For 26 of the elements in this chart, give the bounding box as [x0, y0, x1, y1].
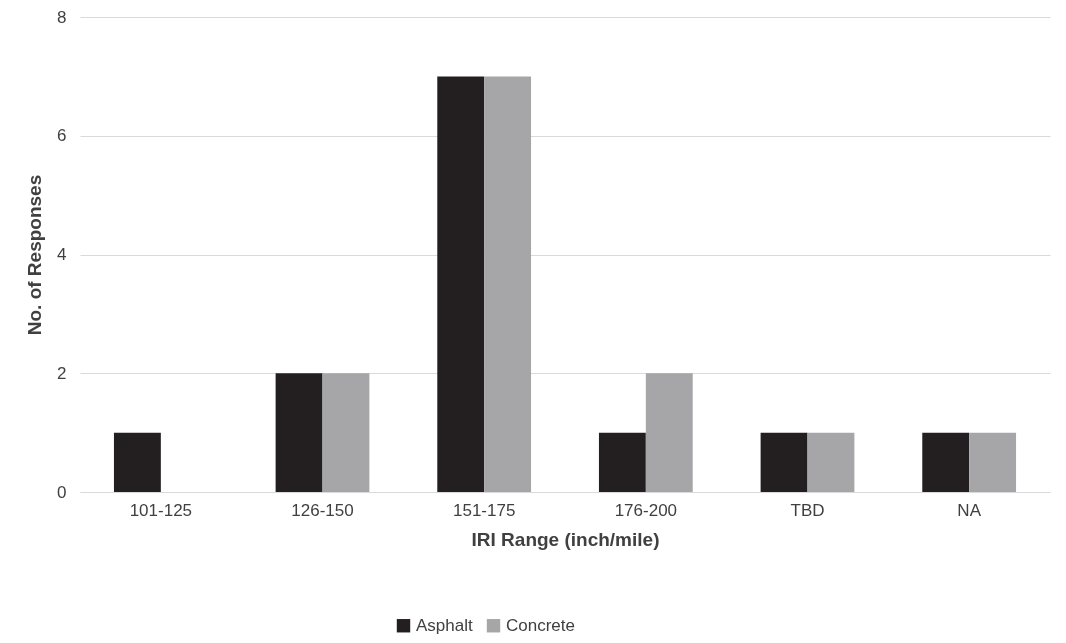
bar [760, 432, 808, 492]
x-axis-title: IRI Range (inch/mile) [471, 528, 660, 550]
bar [322, 373, 370, 492]
x-tick-label: NA [957, 500, 982, 520]
bar [275, 373, 323, 492]
bar [645, 373, 693, 492]
bar [113, 432, 161, 492]
bar [437, 76, 485, 492]
bar [922, 432, 970, 492]
x-tick-label: TBD [790, 500, 825, 520]
bar [807, 432, 855, 492]
legend-label: Concrete [506, 615, 575, 635]
bar [484, 76, 532, 492]
x-tick-label: 176-200 [614, 500, 678, 520]
y-tick-label: 8 [57, 7, 67, 27]
legend-label: Asphalt [416, 615, 473, 635]
bar [598, 432, 646, 492]
x-tick-label: 126-150 [291, 500, 354, 520]
x-tick-label: 151-175 [452, 500, 516, 520]
y-tick-label: 4 [57, 245, 67, 264]
bar [969, 432, 1017, 492]
y-axis-title: No. of Responses [24, 174, 46, 336]
y-tick-label: 0 [57, 482, 67, 502]
y-tick-label: 6 [57, 126, 67, 146]
y-tick-label: 2 [57, 363, 67, 383]
x-tick-label: 101-125 [129, 500, 193, 520]
